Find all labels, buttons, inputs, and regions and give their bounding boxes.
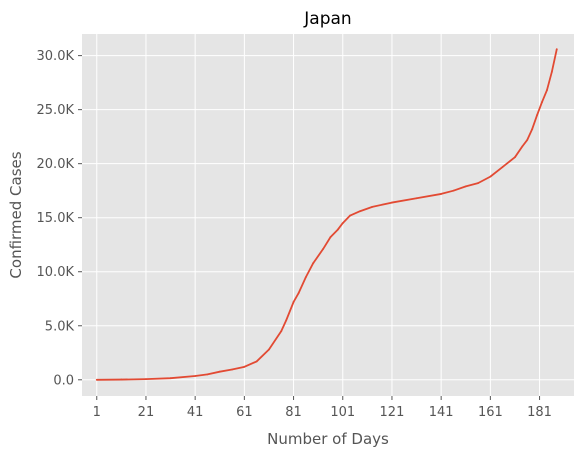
- data-point: [231, 368, 233, 371]
- data-point: [452, 189, 455, 192]
- x-tick-label: 101: [330, 405, 355, 420]
- data-point: [415, 197, 418, 200]
- data-point: [477, 182, 479, 185]
- data-point: [206, 373, 209, 376]
- y-tick-label: 20.0K: [37, 157, 75, 172]
- data-point: [359, 210, 361, 213]
- y-tick-label: 10.0K: [37, 265, 75, 280]
- data-point: [440, 193, 443, 195]
- y-tick-label: 30.0K: [37, 49, 75, 64]
- data-point: [371, 205, 374, 208]
- data-point: [145, 378, 147, 381]
- x-tick-label: 141: [429, 405, 454, 420]
- data-point: [336, 228, 339, 231]
- data-point: [120, 378, 123, 381]
- data-point: [285, 319, 288, 322]
- y-tick-label: 0.0: [53, 373, 74, 388]
- data-point: [514, 156, 516, 159]
- data-point: [95, 378, 98, 381]
- data-point: [531, 128, 534, 130]
- data-point: [489, 175, 492, 178]
- y-tick-label: 25.0K: [37, 103, 75, 118]
- x-axis: 1 21 41 61 81 101 121 141 161 181: [93, 396, 552, 420]
- data-point: [243, 365, 246, 368]
- x-tick-label: 161: [478, 405, 503, 420]
- data-point: [280, 330, 283, 333]
- data-point: [391, 201, 393, 204]
- data-point: [501, 166, 504, 168]
- data-point: [322, 248, 324, 250]
- x-tick-label: 81: [285, 405, 302, 420]
- series-layer: [95, 48, 558, 381]
- data-point: [194, 375, 197, 377]
- data-point: [255, 360, 258, 363]
- data-point: [521, 145, 524, 148]
- data-point: [541, 101, 543, 103]
- data-point: [341, 222, 344, 225]
- data-point: [169, 377, 172, 380]
- data-point: [312, 262, 315, 264]
- x-tick-label: 181: [527, 405, 552, 420]
- x-axis-label: Number of Days: [267, 430, 389, 448]
- y-axis: 0.0 5.0K 10.0K 15.0K 20.0K 25.0K 30.0K: [37, 49, 82, 388]
- x-tick-label: 41: [187, 405, 204, 420]
- data-point: [526, 138, 529, 141]
- data-point: [349, 214, 352, 217]
- data-point: [329, 236, 332, 239]
- data-point: [546, 89, 548, 92]
- grid: [82, 34, 574, 396]
- x-tick-label: 121: [380, 405, 405, 420]
- chart-title: Japan: [303, 9, 351, 29]
- data-point: [555, 48, 558, 51]
- data-point: [292, 301, 295, 303]
- data-point: [297, 292, 300, 295]
- y-tick-label: 15.0K: [37, 211, 75, 226]
- y-axis-label: Confirmed Cases: [7, 151, 25, 278]
- y-tick-label: 5.0K: [45, 319, 75, 334]
- plot-area: [82, 34, 574, 396]
- x-tick-label: 61: [236, 405, 253, 420]
- data-point: [464, 185, 467, 188]
- data-point: [536, 114, 538, 116]
- x-tick-label: 1: [93, 405, 101, 420]
- data-point: [268, 348, 270, 351]
- data-point: [550, 70, 553, 73]
- data-point: [304, 276, 307, 279]
- data-point: [218, 370, 221, 373]
- x-tick-label: 21: [138, 405, 155, 420]
